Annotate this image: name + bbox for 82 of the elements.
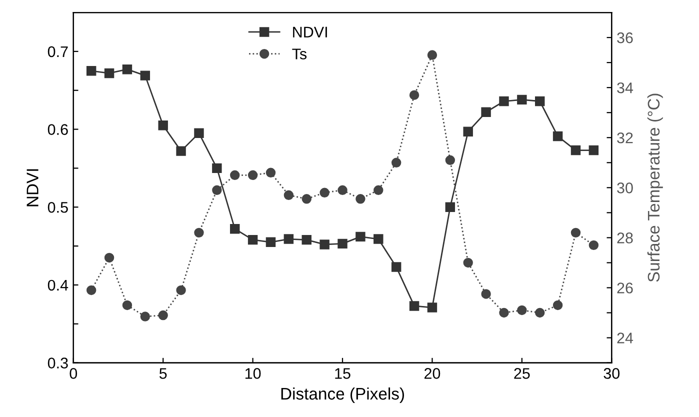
point <box>176 146 186 156</box>
point <box>122 300 132 310</box>
y2-tick-label: 36 <box>617 32 633 44</box>
point <box>320 240 330 250</box>
point <box>499 308 509 318</box>
point <box>517 305 527 316</box>
point <box>535 96 545 106</box>
point <box>338 185 348 196</box>
point <box>588 240 599 250</box>
y2-tick-label: 30 <box>617 182 633 194</box>
point <box>409 90 420 100</box>
point <box>266 237 276 247</box>
x-tick-label: 0 <box>70 368 78 379</box>
point <box>248 170 258 180</box>
point <box>320 188 330 198</box>
point <box>302 234 312 245</box>
point <box>212 163 222 174</box>
x-tick-label: 25 <box>514 368 530 379</box>
point <box>552 300 563 310</box>
y-tick-label: 0.3 <box>48 358 68 368</box>
point <box>445 155 456 165</box>
point <box>570 145 581 156</box>
y2-tick-label: 34 <box>617 82 634 94</box>
legend-label: NDVI <box>293 26 327 38</box>
point <box>570 228 581 238</box>
point <box>409 301 420 311</box>
x-tick-label: 30 <box>604 368 620 379</box>
point <box>266 168 276 178</box>
point <box>158 120 168 130</box>
point <box>86 66 96 76</box>
legend-label: Ts <box>292 48 307 60</box>
point <box>140 70 150 80</box>
y-tick-label: 0.4 <box>48 280 68 291</box>
point <box>212 185 222 196</box>
point <box>104 252 114 263</box>
point <box>230 224 240 234</box>
point <box>338 238 348 249</box>
point <box>194 128 204 138</box>
point <box>552 131 563 142</box>
point <box>230 170 240 180</box>
x-tick-label: 15 <box>335 368 350 379</box>
y2-axis-title: Surface Temperature (°C) <box>647 94 663 282</box>
point <box>588 145 599 156</box>
point <box>356 194 366 204</box>
y-tick-label: 0.7 <box>48 46 68 58</box>
point <box>517 94 527 105</box>
point <box>374 185 384 196</box>
point <box>140 312 150 322</box>
point <box>374 234 384 244</box>
point <box>391 158 402 168</box>
point <box>302 194 312 204</box>
point <box>481 289 491 299</box>
point <box>86 285 96 296</box>
point <box>176 285 186 296</box>
y-axis-title: NDVI <box>26 169 38 206</box>
point <box>158 310 168 320</box>
y-tick-label: 0.5 <box>48 202 68 213</box>
y-tick-label: 0.6 <box>48 124 68 135</box>
x-axis-title: Distance (Pixels) <box>281 387 404 403</box>
point <box>427 50 438 60</box>
point <box>463 258 473 268</box>
point <box>122 64 132 74</box>
point <box>391 262 402 272</box>
point <box>104 68 114 78</box>
point <box>499 96 509 106</box>
y2-tick-label: 24 <box>617 332 634 344</box>
point <box>194 228 204 238</box>
y2-tick-label: 28 <box>617 232 633 244</box>
point <box>284 234 294 244</box>
y2-tick-label: 32 <box>617 132 633 144</box>
point <box>463 126 473 136</box>
x-tick-label: 5 <box>159 368 167 379</box>
y2-tick-label: 26 <box>617 282 633 294</box>
x-tick-label: 20 <box>424 368 440 379</box>
point <box>284 190 294 200</box>
point <box>356 232 366 242</box>
point <box>427 302 438 312</box>
point <box>445 202 456 212</box>
x-tick-label: 10 <box>245 368 261 379</box>
point <box>481 107 491 118</box>
point <box>535 308 545 318</box>
point <box>248 234 258 245</box>
